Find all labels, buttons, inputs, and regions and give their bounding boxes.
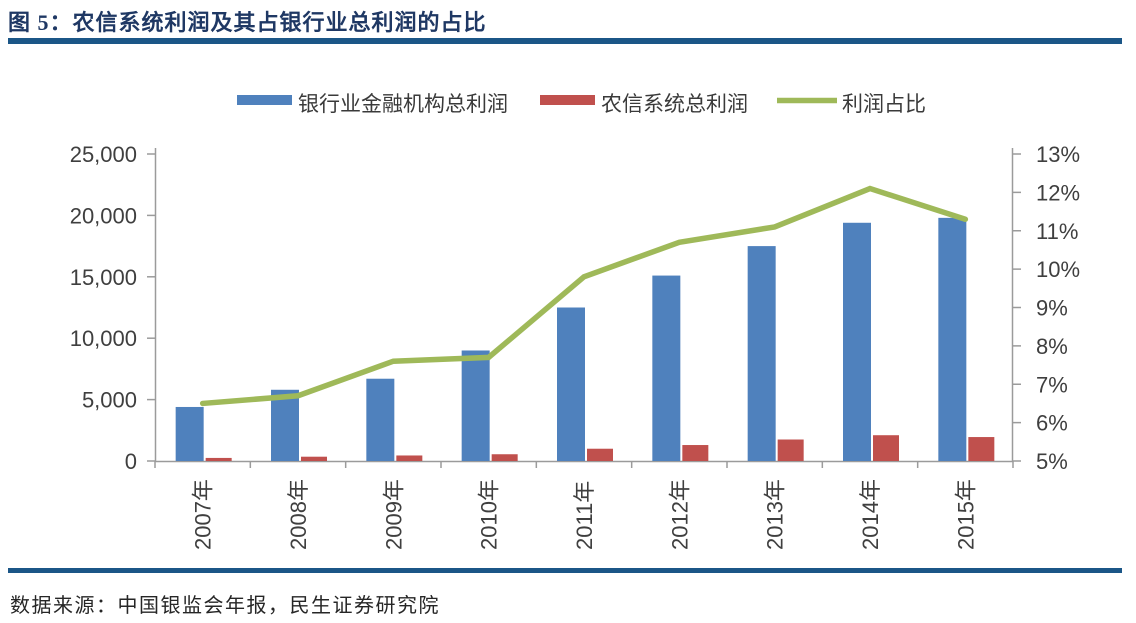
right-axis-tick-label: 13%: [1036, 142, 1080, 167]
x-axis-label-2013: 2013年: [763, 479, 788, 550]
bar-bank-total-profit-2015: [938, 217, 967, 461]
bar-bank-total-profit-2007: [175, 406, 204, 461]
bar-bank-total-profit-2008: [271, 389, 299, 461]
left-axis-tick-label: 10,000: [70, 326, 137, 351]
data-source-note: 数据来源：中国银监会年报，民生证券研究院: [10, 595, 440, 617]
right-axis-tick-label: 11%: [1036, 219, 1078, 244]
bar-bank-total-profit-2014: [843, 222, 871, 461]
legend-label-profit-ratio: 利润占比: [842, 92, 926, 116]
bar-rcc-total-profit-2007: [205, 457, 232, 461]
right-axis-tick-label: 10%: [1036, 257, 1080, 282]
left-axis-tick-label: 20,000: [70, 203, 137, 228]
x-axis-label-2011: 2011年: [572, 481, 597, 550]
series-line-profit-ratio: [199, 185, 969, 407]
left-axis-tick-label: 5,000: [82, 388, 137, 413]
right-axis-tick-label: 8%: [1036, 334, 1068, 359]
x-axis-label-2014: 2014年: [858, 479, 883, 550]
bar-rcc-total-profit-2008: [301, 456, 327, 461]
right-axis-tick-label: 9%: [1036, 296, 1068, 321]
right-axis-tick-label: 12%: [1036, 180, 1080, 205]
legend-marker-bank-total-profit: [237, 95, 292, 105]
bar-bank-total-profit-2013: [747, 246, 776, 461]
x-axis-label-2009: 2009年: [381, 479, 406, 550]
bar-rcc-total-profit-2014: [873, 435, 899, 461]
bar-bank-total-profit-2009: [366, 378, 395, 461]
left-axis-tick-label: 25,000: [70, 142, 137, 167]
x-axis-label-2015: 2015年: [953, 479, 978, 550]
legend-label-bank-total-profit: 银行业金融机构总利润: [298, 92, 508, 116]
bottom-divider-line: [8, 568, 1122, 573]
bar-rcc-total-profit-2010: [491, 454, 518, 461]
x-axis-label-2008: 2008年: [286, 479, 311, 550]
bar-bank-total-profit-2012: [652, 275, 681, 461]
bar-rcc-total-profit-2015: [968, 437, 995, 461]
bar-bank-total-profit-2010: [461, 350, 490, 461]
left-axis-tick-label: 0: [125, 449, 137, 474]
x-axis-label-2012: 2012年: [667, 479, 692, 550]
left-axis-tick-label: 15,000: [70, 265, 137, 290]
right-axis-tick-label: 5%: [1036, 449, 1068, 474]
bar-rcc-total-profit-2011: [587, 448, 613, 461]
bar-rcc-total-profit-2012: [682, 445, 709, 461]
legend-label-rcc-total-profit: 农信系统总利润: [601, 92, 748, 116]
right-axis-tick-label: 6%: [1036, 411, 1068, 436]
right-axis-tick-label: 7%: [1036, 372, 1068, 397]
bar-rcc-total-profit-2009: [396, 455, 423, 461]
figure-title: 图 5：农信系统利润及其占银行业总利润的占比: [8, 10, 487, 35]
x-axis-label-2010: 2010年: [477, 479, 502, 550]
x-axis-label-2007: 2007年: [191, 479, 216, 550]
bar-rcc-total-profit-2013: [777, 439, 804, 461]
legend-marker-rcc-total-profit: [540, 95, 595, 105]
top-divider-line: [8, 38, 1122, 44]
bar-bank-total-profit-2011: [557, 307, 585, 461]
